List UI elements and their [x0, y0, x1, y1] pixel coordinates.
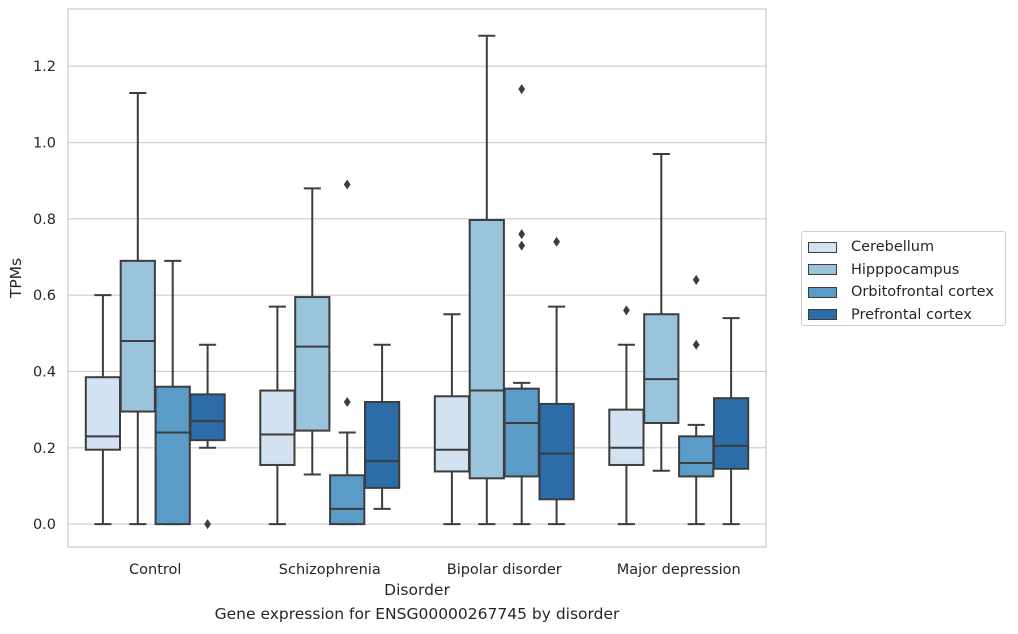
box-body [363, 401, 401, 489]
box-body [259, 389, 296, 466]
legend-item-orbitofrontal-cortex: Orbitofrontal cortex [808, 281, 1005, 304]
box-body [294, 296, 331, 432]
outlier-point [204, 519, 211, 530]
box-orbitofrontal-cortex [154, 259, 191, 526]
box-cerebellum [433, 313, 471, 526]
box-cerebellum [84, 294, 122, 526]
box-body [503, 387, 540, 478]
box-cerebellum [259, 305, 296, 526]
outlier-point [343, 179, 351, 190]
x-tick-label: Control [129, 562, 181, 578]
box-prefrontal-cortex [363, 343, 401, 510]
outlier-point [343, 397, 351, 408]
box-body [329, 474, 366, 526]
legend-item-prefrontal-cortex: Prefrontal cortex [808, 304, 1005, 327]
box-cerebellum [608, 305, 645, 526]
legend-swatch [808, 264, 837, 276]
legend-item-hippocampus: Hipppocampus [808, 259, 1005, 282]
box-body [712, 397, 750, 470]
outlier-point [692, 274, 700, 285]
y-tick-label: 0.4 [33, 364, 56, 380]
x-axis-title: Disorder [384, 581, 450, 599]
x-tick-label: Major depression [617, 562, 741, 578]
y-tick-label: 1.2 [33, 59, 56, 75]
box-body [468, 219, 505, 480]
box-hipppocampus [468, 34, 505, 526]
legend-label: Orbitofrontal cortex [851, 284, 994, 301]
y-tick-label: 0.2 [33, 441, 56, 457]
box-prefrontal-cortex [712, 317, 750, 526]
box-prefrontal-cortex [189, 343, 226, 530]
chart-caption: Gene expression for ENSG00000267745 by d… [214, 605, 620, 623]
x-tick-label: Bipolar disorder [447, 562, 562, 578]
outlier-point [518, 229, 526, 240]
box-orbitofrontal-cortex [329, 179, 366, 526]
box-body [189, 393, 226, 442]
box-body [84, 376, 122, 451]
box-body [678, 435, 715, 478]
outlier-point [692, 339, 700, 350]
y-tick-label: 0.6 [33, 288, 56, 304]
outlier-point [623, 305, 630, 316]
y-tick-label: 0.0 [33, 517, 56, 533]
box-hipppocampus [294, 187, 331, 476]
legend-label: Cerebellum [851, 239, 935, 256]
plot-frame [67, 8, 767, 548]
box-body [119, 259, 156, 413]
box-series [84, 34, 750, 530]
box-body [643, 313, 680, 424]
outlier-point [518, 84, 526, 95]
legend-swatch [808, 286, 837, 298]
legend-label: Hipppocampus [851, 261, 960, 278]
y-tick-label: 1.0 [33, 136, 56, 152]
box-hipppocampus [119, 91, 156, 526]
x-tick-labels: Control Schizophrenia Bipolar disorder Majo… [129, 562, 741, 578]
box-orbitofrontal-cortex [678, 274, 715, 526]
y-tick-label: 0.8 [33, 212, 56, 228]
y-tick-labels: 0.0 0.2 0.4 0.6 0.8 1.0 1.2 [33, 59, 56, 533]
box-body [154, 385, 191, 526]
box-body [538, 402, 575, 501]
legend-item-cerebellum: Cerebellum [808, 236, 1005, 259]
outlier-point [553, 236, 560, 247]
legend-swatch [808, 241, 837, 253]
box-body [608, 408, 645, 466]
box-hipppocampus [643, 152, 680, 472]
legend-label: Prefrontal cortex [851, 306, 972, 323]
y-axis-title: TPMs [7, 258, 25, 299]
x-tick-label: Schizophrenia [279, 562, 381, 578]
legend-swatch [808, 309, 837, 321]
box-orbitofrontal-cortex [503, 84, 540, 526]
box-prefrontal-cortex [538, 236, 575, 526]
legend: Cerebellum Hipppocampus Orbitofrontal co… [801, 231, 1006, 326]
box-body [433, 395, 471, 473]
outlier-point [518, 240, 526, 251]
